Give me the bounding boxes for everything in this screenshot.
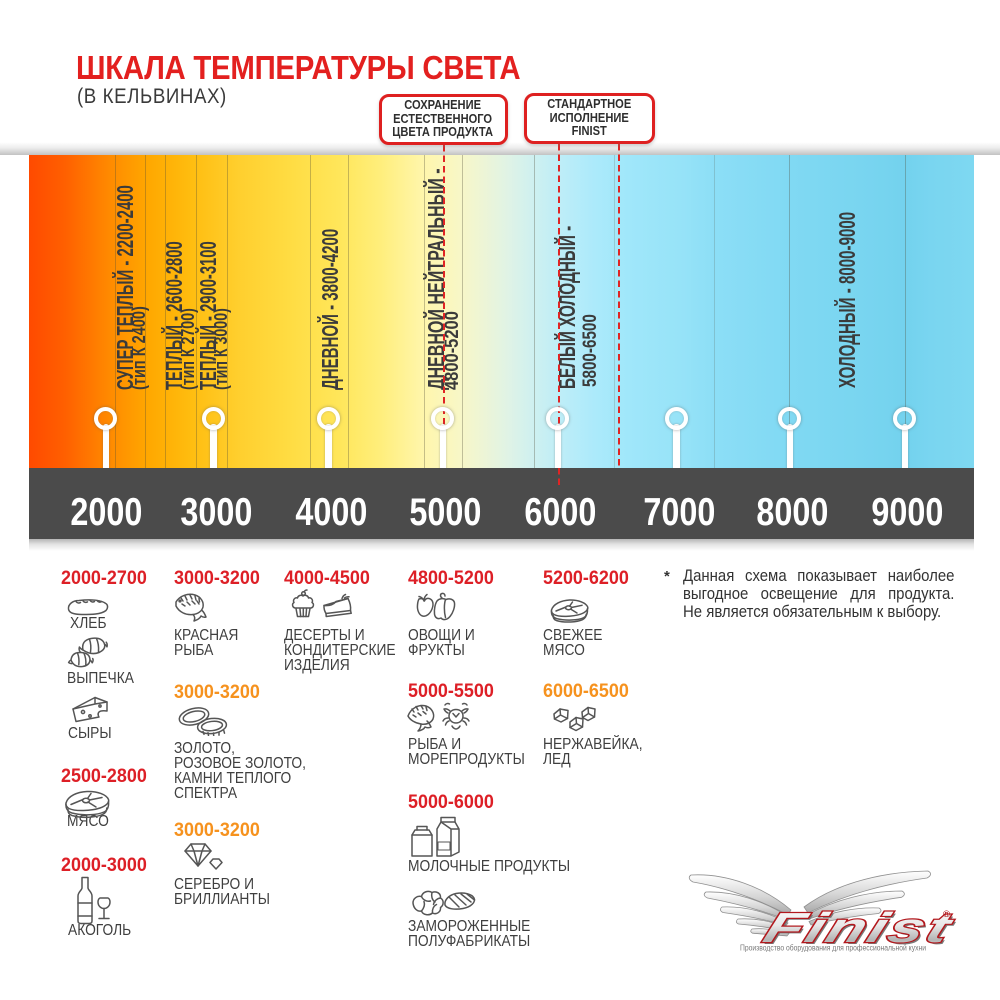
svg-text:Производство оборудования для: Производство оборудования для профессион… xyxy=(740,944,926,953)
svg-text:Finist: Finist xyxy=(760,906,963,953)
svg-text:®: ® xyxy=(943,909,950,920)
svg-text:Finist: Finist xyxy=(758,904,961,951)
